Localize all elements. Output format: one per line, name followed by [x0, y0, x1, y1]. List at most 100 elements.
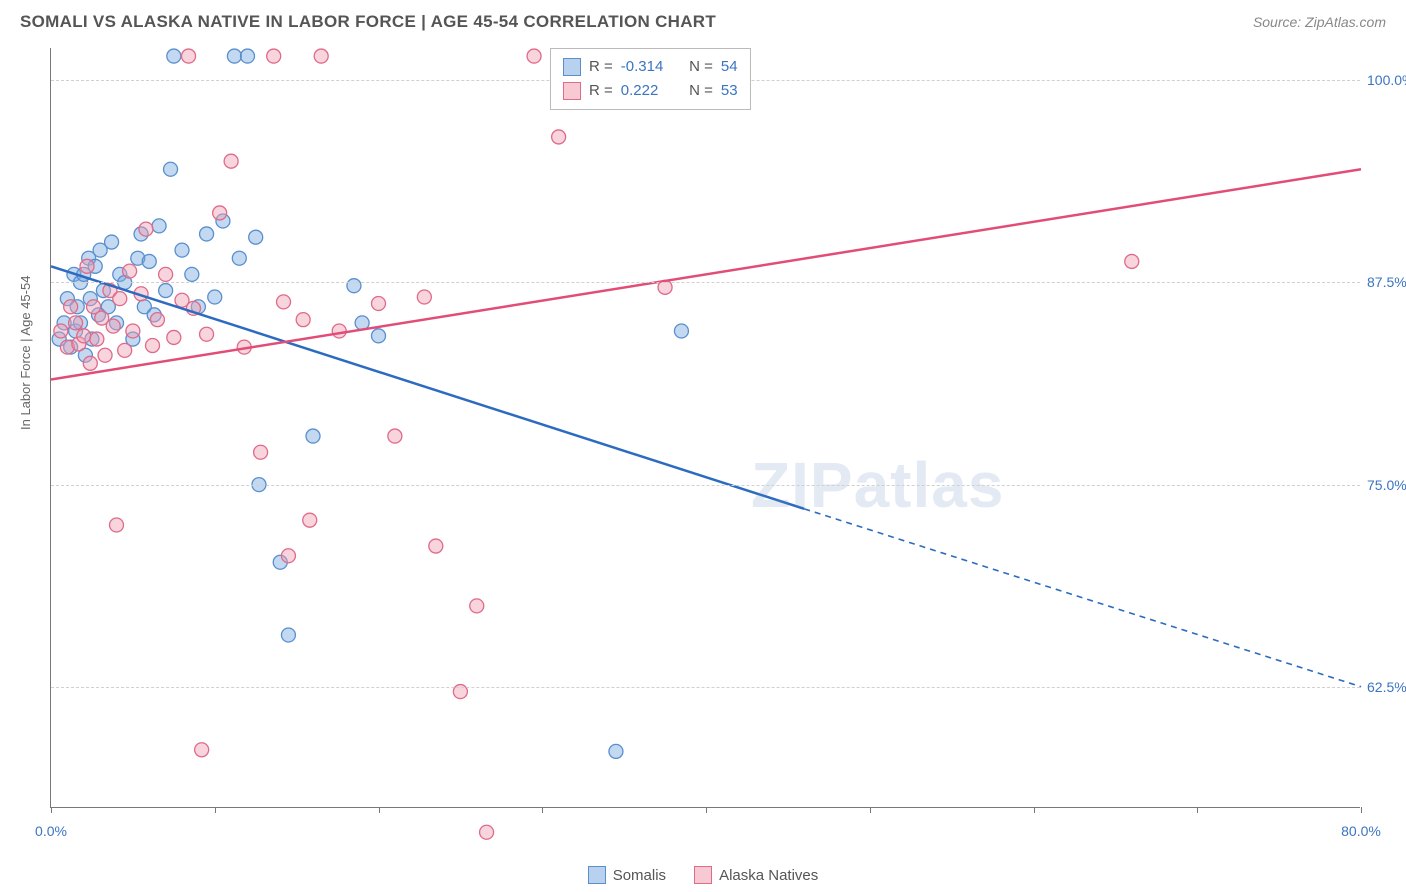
legend-n-label: N =	[681, 79, 713, 103]
y-tick-label: 75.0%	[1367, 477, 1406, 493]
legend-swatch	[563, 82, 581, 100]
data-point	[1125, 254, 1139, 268]
data-point	[267, 49, 281, 63]
data-point	[159, 267, 173, 281]
data-point	[552, 130, 566, 144]
data-point	[126, 324, 140, 338]
data-point	[90, 332, 104, 346]
data-point	[224, 154, 238, 168]
data-point	[241, 49, 255, 63]
data-point	[429, 539, 443, 553]
legend-n-label: N =	[681, 55, 713, 79]
data-point	[314, 49, 328, 63]
y-tick-label: 62.5%	[1367, 679, 1406, 695]
data-point	[388, 429, 402, 443]
data-point	[159, 284, 173, 298]
x-tick	[379, 807, 380, 813]
data-point	[105, 235, 119, 249]
x-tick	[51, 807, 52, 813]
data-point	[249, 230, 263, 244]
legend-swatch	[588, 866, 606, 884]
y-tick-label: 87.5%	[1367, 274, 1406, 290]
data-point	[118, 343, 132, 357]
chart-source: Source: ZipAtlas.com	[1253, 14, 1386, 30]
data-point	[167, 49, 181, 63]
data-point	[232, 251, 246, 265]
chart-svg	[51, 48, 1360, 807]
correlation-legend: R =-0.314 N =54R =0.222 N =53	[550, 48, 751, 110]
x-tick	[1034, 807, 1035, 813]
legend-swatch	[694, 866, 712, 884]
data-point	[674, 324, 688, 338]
data-point	[167, 330, 181, 344]
x-tick	[870, 807, 871, 813]
legend-item: Alaska Natives	[694, 866, 818, 884]
legend-row: R =-0.314 N =54	[563, 55, 738, 79]
data-point	[110, 518, 124, 532]
data-point	[480, 825, 494, 839]
data-point	[113, 292, 127, 306]
data-point	[200, 327, 214, 341]
data-point	[152, 219, 166, 233]
data-point	[64, 300, 78, 314]
data-point	[281, 628, 295, 642]
data-point	[80, 259, 94, 273]
data-point	[106, 319, 120, 333]
data-point	[254, 445, 268, 459]
legend-row: R =0.222 N =53	[563, 79, 738, 103]
x-tick	[706, 807, 707, 813]
series-legend: Somalis Alaska Natives	[0, 866, 1406, 884]
data-point	[200, 227, 214, 241]
x-tick-label: 0.0%	[35, 823, 67, 839]
data-point	[277, 295, 291, 309]
x-tick-label: 80.0%	[1341, 823, 1381, 839]
data-point	[372, 296, 386, 310]
data-point	[146, 339, 160, 353]
data-point	[175, 243, 189, 257]
trend-line	[51, 169, 1361, 379]
data-point	[609, 744, 623, 758]
gridline	[51, 687, 1360, 688]
data-point	[527, 49, 541, 63]
data-point	[77, 329, 91, 343]
legend-item: Somalis	[588, 866, 666, 884]
gridline	[51, 282, 1360, 283]
data-point	[372, 329, 386, 343]
data-point	[98, 348, 112, 362]
data-point	[83, 356, 97, 370]
legend-n-value: 53	[721, 79, 738, 103]
data-point	[185, 267, 199, 281]
y-tick-label: 100.0%	[1367, 72, 1406, 88]
legend-label: Somalis	[613, 867, 666, 884]
x-tick	[215, 807, 216, 813]
x-tick	[542, 807, 543, 813]
data-point	[164, 162, 178, 176]
data-point	[182, 49, 196, 63]
data-point	[195, 743, 209, 757]
data-point	[69, 316, 83, 330]
data-point	[213, 206, 227, 220]
data-point	[208, 290, 222, 304]
data-point	[303, 513, 317, 527]
data-point	[142, 254, 156, 268]
data-point	[470, 599, 484, 613]
data-point	[54, 324, 68, 338]
data-point	[332, 324, 346, 338]
data-point	[347, 279, 361, 293]
x-tick	[1197, 807, 1198, 813]
plot-area: ZIPatlas 62.5%75.0%87.5%100.0%0.0%80.0%	[50, 48, 1360, 808]
gridline	[51, 485, 1360, 486]
chart-title: SOMALI VS ALASKA NATIVE IN LABOR FORCE |…	[20, 12, 716, 32]
legend-r-label: R =	[589, 55, 613, 79]
data-point	[306, 429, 320, 443]
data-point	[150, 313, 164, 327]
data-point	[123, 264, 137, 278]
legend-r-value: -0.314	[621, 55, 673, 79]
data-point	[296, 313, 310, 327]
trend-line-extrapolated	[804, 509, 1361, 687]
legend-label: Alaska Natives	[719, 867, 818, 884]
legend-r-label: R =	[589, 79, 613, 103]
data-point	[281, 549, 295, 563]
data-point	[227, 49, 241, 63]
x-tick	[1361, 807, 1362, 813]
